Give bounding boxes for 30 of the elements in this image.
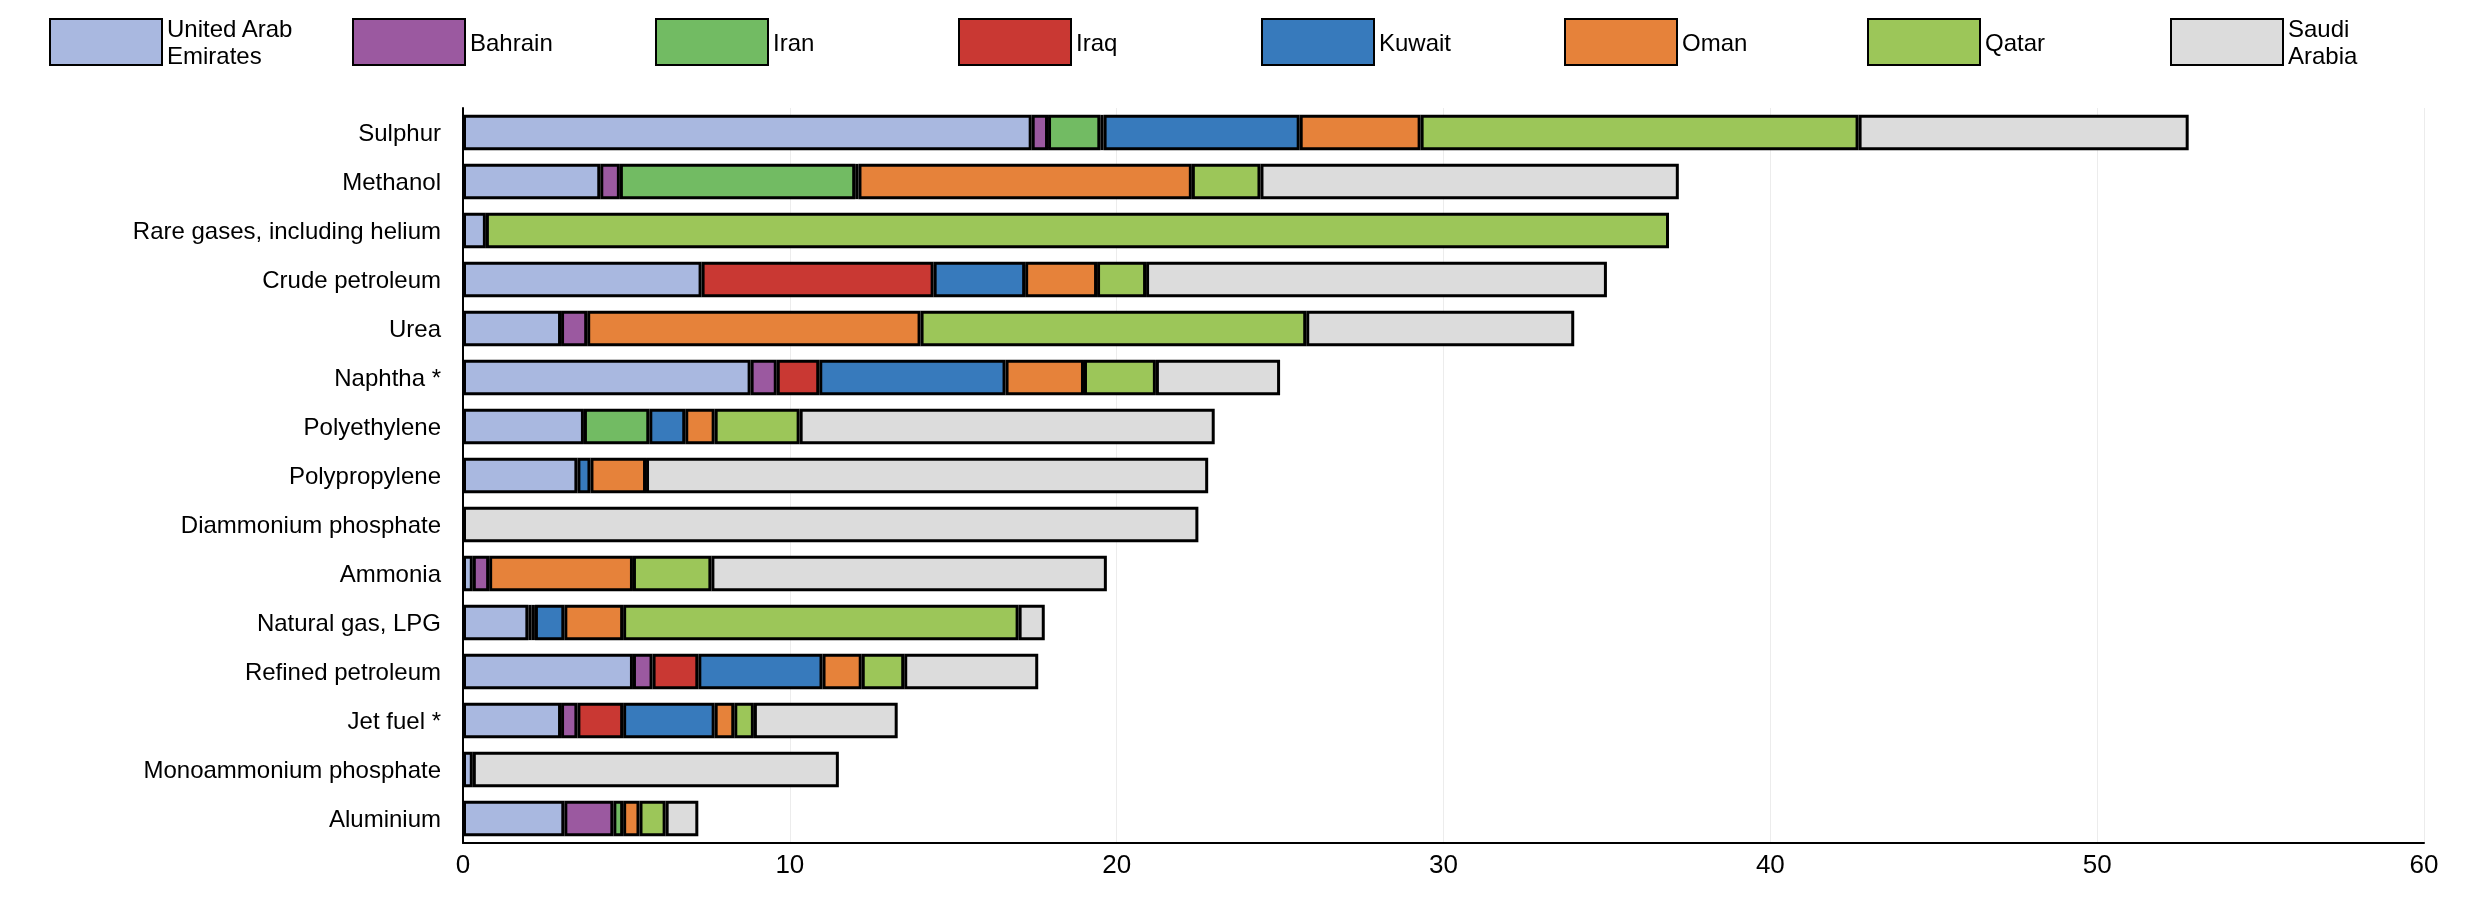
legend-label: Saudi Arabia	[2288, 15, 2359, 69]
y-tick-label: Monoammonium phosphate	[143, 756, 441, 783]
x-tick-label: 10	[775, 849, 805, 879]
y-tick-label: Rare gases, including helium	[132, 217, 441, 244]
legend-label: United Arab Emirates	[167, 15, 300, 69]
legend-label: Oman	[1682, 28, 1748, 56]
x-tick-label: 40	[1755, 849, 1785, 879]
y-tick-label: Diammonium phosphate	[180, 511, 441, 538]
y-tick-label: Crude petroleum	[262, 266, 441, 293]
legend-label: Qatar	[1985, 28, 2046, 56]
y-tick-label: Jet fuel *	[347, 707, 441, 734]
y-tick-label: Sulphur	[358, 119, 441, 146]
y-tick-label: Aluminium	[328, 805, 441, 832]
y-tick-label: Naphtha *	[334, 364, 441, 391]
y-tick-label: Natural gas, LPG	[256, 609, 441, 636]
legend-label: Bahrain	[470, 28, 553, 56]
y-tick-label: Polypropylene	[288, 462, 441, 489]
x-tick-label: 50	[2082, 849, 2112, 879]
y-tick-label: Methanol	[342, 168, 441, 195]
legend-label: Kuwait	[1379, 28, 1452, 56]
x-tick-label: 60	[2409, 849, 2439, 879]
legend-label: Iraq	[1076, 28, 1118, 56]
y-tick-label: Polyethylene	[303, 413, 441, 440]
legend-label: Iran	[773, 28, 815, 56]
x-tick-label: 20	[1102, 849, 1132, 879]
y-tick-label: Ammonia	[339, 560, 442, 587]
x-tick-label: 30	[1429, 849, 1458, 879]
y-tick-label: Urea	[388, 315, 442, 342]
x-tick-label: 0	[455, 849, 471, 879]
y-tick-label: Refined petroleum	[244, 658, 441, 685]
